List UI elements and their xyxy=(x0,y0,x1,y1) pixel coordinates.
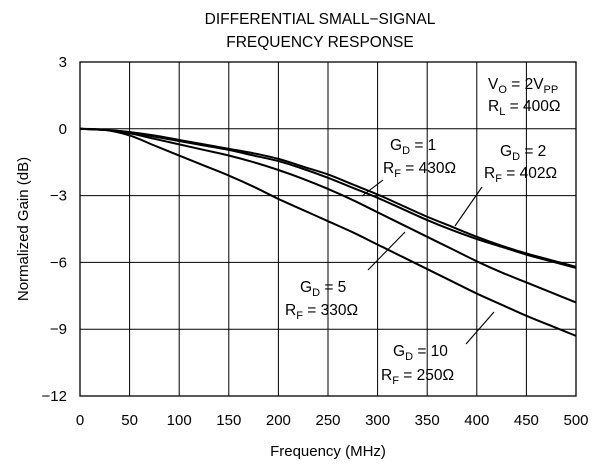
curve-gd2 xyxy=(79,127,577,268)
x-tick-label: 250 xyxy=(315,412,340,429)
x-tick-label: 300 xyxy=(365,412,390,429)
x-tick-label: 150 xyxy=(216,412,241,429)
grid-lines xyxy=(80,62,576,396)
curve-gd10 xyxy=(79,127,577,337)
x-tick-label: 100 xyxy=(167,412,192,429)
y-axis-label: Normalized Gain (dB) xyxy=(15,157,32,301)
curve-gd1 xyxy=(79,127,577,269)
series-annotation-gd2: GD = 2 RF = 402Ω xyxy=(484,143,557,185)
leader-line-gd1 xyxy=(361,179,384,197)
svg-text:GD = 2: GD = 2 xyxy=(500,143,546,163)
curve-gd5 xyxy=(79,127,577,304)
response-curves xyxy=(79,127,577,337)
svg-text:RF = 250Ω: RF = 250Ω xyxy=(381,367,454,387)
conditions-annotation: VO = 2VPP RL = 400Ω xyxy=(488,76,560,118)
x-tick-label: 400 xyxy=(464,412,489,429)
series-annotation-gd5: GD = 5 RF = 330Ω xyxy=(285,279,358,322)
svg-text:RF = 402Ω: RF = 402Ω xyxy=(484,165,557,185)
chart-title-line-2: FREQUENCY RESPONSE xyxy=(226,34,413,51)
x-tick-label: 350 xyxy=(415,412,440,429)
y-tick-label: 0 xyxy=(59,121,67,138)
svg-text:RF = 430Ω: RF = 430Ω xyxy=(383,160,456,180)
y-tick-label: −6 xyxy=(50,254,67,271)
svg-text:RF = 330Ω: RF = 330Ω xyxy=(285,302,358,322)
tick-labels: 0 50 100 150 200 250 300 350 400 450 500 3 0 −3 −6 −9 −1… xyxy=(42,54,589,429)
y-tick-label: −3 xyxy=(50,188,67,205)
svg-text:GD = 1: GD = 1 xyxy=(390,137,436,157)
leader-line-gd5 xyxy=(367,231,406,271)
plot-frame xyxy=(79,61,577,397)
svg-text:GD = 5: GD = 5 xyxy=(300,279,346,299)
y-tick-label: −12 xyxy=(42,388,67,405)
series-annotation-gd10: GD = 10 RF = 250Ω xyxy=(381,343,454,387)
condition-vo: VO = 2VPP xyxy=(488,76,558,96)
x-tick-label: 50 xyxy=(121,412,138,429)
chart-title-line-1: DIFFERENTIAL SMALL−SIGNAL xyxy=(205,11,436,28)
leader-line-gd10 xyxy=(465,311,495,345)
y-tick-label: −9 xyxy=(50,321,67,338)
series-annotation-gd1: GD = 1 RF = 430Ω xyxy=(383,137,456,180)
x-tick-label: 450 xyxy=(514,412,539,429)
leader-line-gd2 xyxy=(454,186,483,227)
x-tick-label: 200 xyxy=(266,412,291,429)
y-tick-label: 3 xyxy=(59,54,67,71)
x-tick-label: 0 xyxy=(76,412,84,429)
svg-text:GD = 10: GD = 10 xyxy=(393,343,448,363)
condition-rl: RL = 400Ω xyxy=(488,98,560,118)
x-axis-label: Frequency (MHz) xyxy=(270,443,386,460)
x-tick-label: 500 xyxy=(563,412,588,429)
